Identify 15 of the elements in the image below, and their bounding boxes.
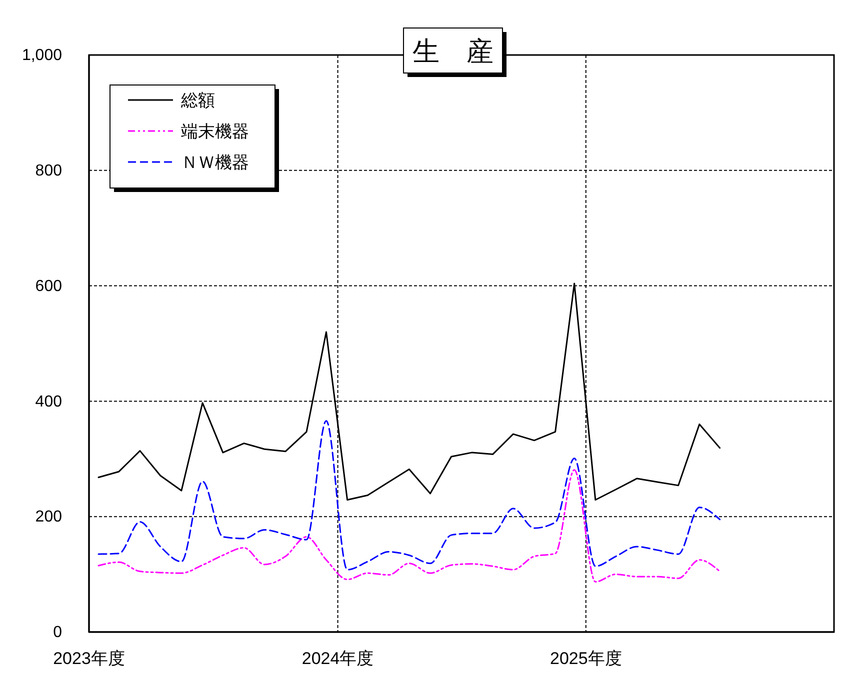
legend-label: ＮＷ機器: [181, 152, 249, 172]
x-tick-label: 2024年度: [302, 649, 374, 668]
y-tick-label: 400: [35, 393, 62, 410]
y-tick-label: 1,000: [22, 47, 62, 64]
legend-label: 端末機器: [181, 122, 249, 141]
line-series: [98, 420, 721, 570]
y-tick-label: 600: [35, 278, 62, 295]
x-tick-label: 2025年度: [550, 649, 622, 668]
y-tick-label: 0: [53, 624, 62, 642]
y-tick-label: 800: [35, 162, 62, 180]
y-tick-label: 200: [35, 508, 62, 526]
legend-label: 総額: [180, 90, 215, 110]
x-tick-label: 2023年度: [53, 649, 125, 668]
chart-title: 生 産: [412, 36, 494, 66]
line-series: [98, 469, 721, 583]
